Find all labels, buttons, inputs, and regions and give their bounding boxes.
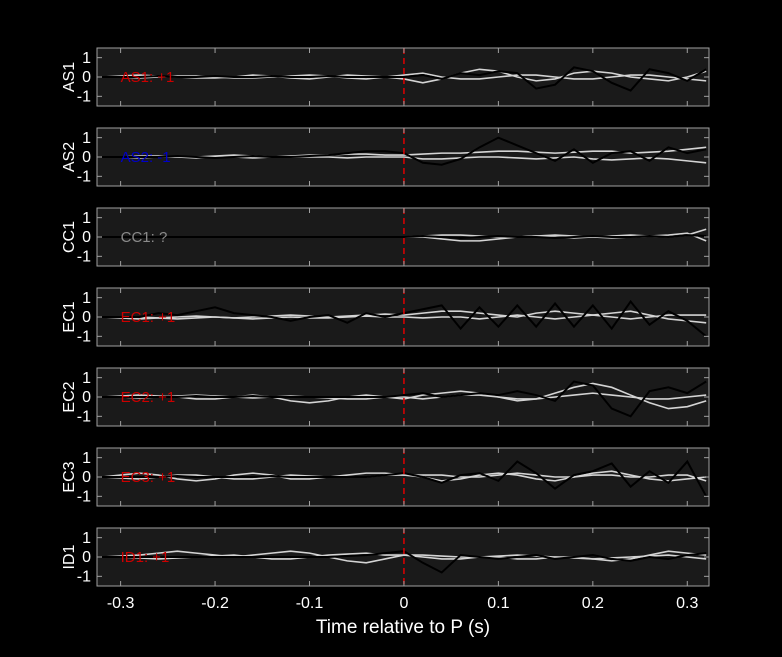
y-tick-label: -1 [77, 409, 91, 426]
trace [101, 380, 707, 418]
y-axis-label: AS1 [61, 62, 78, 92]
y-tick-label: 0 [82, 69, 91, 86]
x-tick-label: 0.2 [582, 595, 604, 612]
trace [101, 310, 707, 324]
y-tick-label: 1 [82, 450, 91, 467]
y-tick-label: 1 [82, 290, 91, 307]
y-tick-label: -1 [77, 249, 91, 266]
y-tick-label: 1 [82, 130, 91, 147]
x-tick-label: -0.1 [296, 595, 324, 612]
y-axis-label: AS2 [61, 142, 78, 172]
x-tick-label: -0.3 [107, 595, 135, 612]
panel-annotation: EC1: +1 [121, 309, 176, 326]
y-tick-label: 0 [82, 309, 91, 326]
x-tick-label: 0.1 [487, 595, 509, 612]
x-tick-label: 0.3 [676, 595, 698, 612]
trace [101, 66, 707, 92]
trace [101, 234, 707, 239]
y-tick-label: 0 [82, 389, 91, 406]
y-axis-label: EC2 [61, 381, 78, 412]
y-axis-label: ID1 [61, 544, 78, 569]
x-axis-label: Time relative to P (s) [316, 617, 490, 638]
trace [101, 314, 707, 320]
y-tick-label: 0 [82, 549, 91, 566]
y-tick-label: 0 [82, 469, 91, 486]
y-tick-label: -1 [77, 89, 91, 106]
y-tick-label: 1 [82, 370, 91, 387]
y-tick-label: -1 [77, 329, 91, 346]
y-tick-label: 1 [82, 530, 91, 547]
y-axis-label: EC1 [61, 301, 78, 332]
y-tick-label: 0 [82, 229, 91, 246]
y-axis-label: EC3 [61, 461, 78, 492]
x-tick-label: 0 [399, 595, 408, 612]
panel-annotation: AS2: -1 [121, 149, 171, 166]
panel-annotation: EC3: +1 [121, 469, 176, 486]
trace [101, 472, 707, 482]
y-tick-label: 0 [82, 149, 91, 166]
traces [101, 228, 707, 242]
y-tick-label: 1 [82, 210, 91, 227]
y-tick-label: -1 [77, 169, 91, 186]
y-tick-label: -1 [77, 569, 91, 586]
panel-annotation: CC1: ? [121, 229, 168, 246]
y-tick-label: 1 [82, 50, 91, 67]
y-tick-label: -1 [77, 489, 91, 506]
y-axis-label: CC1 [61, 221, 78, 253]
x-tick-label: -0.2 [201, 595, 229, 612]
panel-annotation: ID1: +1 [121, 549, 170, 566]
panel-annotation: EC2: +1 [121, 389, 176, 406]
panel-annotation: AS1: +1 [121, 69, 175, 86]
